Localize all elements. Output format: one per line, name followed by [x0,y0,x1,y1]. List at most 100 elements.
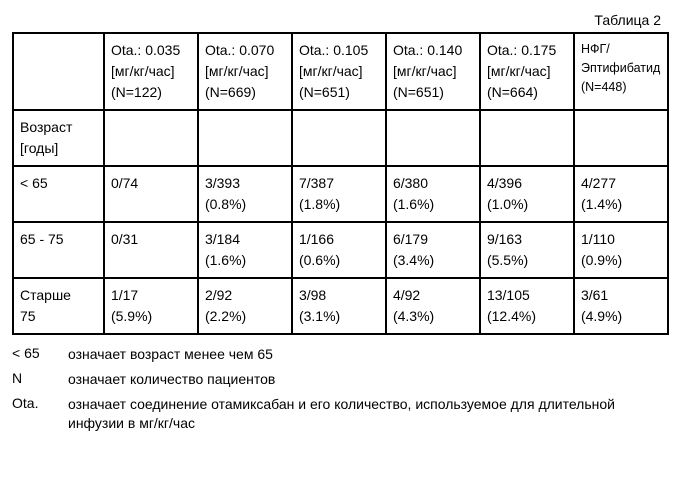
table-caption: Таблица 2 [12,12,669,28]
cell-p: (4.3%) [393,308,434,324]
cell-v: 3/61 [581,287,608,303]
cell: 2/92 (2.2%) [198,278,292,334]
header-c4-l3: (N=651) [393,84,444,100]
header-c4-l2: [мг/кг/час] [393,63,457,79]
cell-p: (1.4%) [581,196,622,212]
table-row: Старше 75 1/17 (5.9%) 2/92 (2.2%) 3/98 (3.1… [13,278,668,334]
cell-empty [480,110,574,166]
row3-l1: Старше [20,287,71,303]
header-c2-l2: [мг/кг/час] [205,63,269,79]
row0-l2: [годы] [20,140,58,156]
header-c5-l3: (N=664) [487,84,538,100]
cell: 4/396 (1.0%) [480,166,574,222]
header-c1-l2: [мг/кг/час] [111,63,175,79]
cell: 13/105 (12.4%) [480,278,574,334]
cell-v: 1/166 [299,231,334,247]
cell-p: (2.2%) [205,308,246,324]
table-row: < 65 0/74 3/393(0.8%) 7/387(1.8%) 6/380(… [13,166,668,222]
cell: 6/380(1.6%) [386,166,480,222]
cell-empty [574,110,668,166]
legend-text: означает возраст менее чем 65 [68,345,669,364]
cell-p: (0.9%) [581,252,622,268]
cell-p: (5.9%) [111,308,152,324]
header-c1: Ota.: 0.035 [мг/кг/час] (N=122) [104,33,198,110]
cell-v: 0/74 [111,175,138,191]
header-c4-l1: Ota.: 0.140 [393,42,462,58]
cell: 4/277 (1.4%) [574,166,668,222]
cell: 3/61 (4.9%) [574,278,668,334]
cell-p: (5.5%) [487,252,528,268]
cell-v: 4/277 [581,175,616,191]
legend-key: N [12,370,68,389]
header-c5-l2: [мг/кг/час] [487,63,551,79]
cell-v: 6/179 [393,231,428,247]
row-label: 65 - 75 [13,222,104,278]
row3-l2: 75 [20,308,36,324]
header-c1-l1: Ota.: 0.035 [111,42,180,58]
cell-p: (1.0%) [487,196,528,212]
legend-item: < 65 означает возраст менее чем 65 [12,345,669,364]
row0-l1: Возраст [20,119,72,135]
cell-v: 1/17 [111,287,138,303]
legend-text: означает количество пациентов [68,370,669,389]
cell-v: 13/105 [487,287,530,303]
cell-v: 1/110 [581,231,615,247]
cell-p: (0.6%) [299,252,340,268]
legend-item: Ota. означает соединение отамиксабан и е… [12,395,669,433]
cell-empty [386,110,480,166]
cell-p: (12.4%) [487,308,536,324]
header-c4: Ota.: 0.140 [мг/кг/час] (N=651) [386,33,480,110]
header-c3-l3: (N=651) [299,84,350,100]
cell: 3/184(1.6%) [198,222,292,278]
cell: 3/393 (0.8%) [198,166,292,222]
cell-p: (4.9%) [581,308,622,324]
header-c3-l1: Ota.: 0.105 [299,42,368,58]
cell-p: (0.8%) [205,196,246,212]
header-c1-l3: (N=122) [111,84,162,100]
cell: 1/166 (0.6%) [292,222,386,278]
header-c2-l3: (N=669) [205,84,256,100]
table-row: 65 - 75 0/31 3/184(1.6%) 1/166 (0.6%) 6/1… [13,222,668,278]
cell-v: 2/92 [205,287,232,303]
cell-v: 3/393 [205,175,240,191]
cell-p: (1.6%) [205,252,246,268]
legend-key: < 65 [12,345,68,364]
header-c5-l1: Ota.: 0.175 [487,42,556,58]
cell: 0/74 [104,166,198,222]
cell-p: (3.1%) [299,308,340,324]
cell-v: 4/396 [487,175,522,191]
header-c3-l2: [мг/кг/час] [299,63,363,79]
cell: 3/98 (3.1%) [292,278,386,334]
header-c6-l3: (N=448) [581,80,627,94]
row-label-age: Возраст [годы] [13,110,104,166]
header-c6-l1: НФГ/ [581,42,610,56]
cell-p: (1.6%) [393,196,434,212]
cell: 9/163 (5.5%) [480,222,574,278]
header-c5: Ota.: 0.175 [мг/кг/час] (N=664) [480,33,574,110]
cell: 1/110 (0.9%) [574,222,668,278]
legend-item: N означает количество пациентов [12,370,669,389]
header-c2-l1: Ota.: 0.070 [205,42,274,58]
cell-empty [198,110,292,166]
row-label: Старше 75 [13,278,104,334]
cell-p: (3.4%) [393,252,434,268]
cell: 7/387 (1.8%) [292,166,386,222]
cell-v: 0/31 [111,231,138,247]
header-c6: НФГ/ Эптифибатид (N=448) [574,33,668,110]
cell-p: (1.8%) [299,196,340,212]
legend-key: Ota. [12,395,68,433]
legend-text: означает соединение отамиксабан и его ко… [68,395,669,433]
cell-v: 7/387 [299,175,334,191]
header-c6-l2: Эптифибатид [581,61,660,75]
data-table: Ota.: 0.035 [мг/кг/час] (N=122) Ota.: 0.… [12,32,669,335]
cell: 6/179 (3.4%) [386,222,480,278]
cell: 4/92 (4.3%) [386,278,480,334]
cell-empty [104,110,198,166]
legend: < 65 означает возраст менее чем 65 N озн… [12,345,669,433]
header-c3: Ota.: 0.105 [мг/кг/час] (N=651) [292,33,386,110]
table-row: Возраст [годы] [13,110,668,166]
cell-v: 4/92 [393,287,420,303]
cell-v: 9/163 [487,231,522,247]
cell: 0/31 [104,222,198,278]
cell-v: 3/98 [299,287,326,303]
